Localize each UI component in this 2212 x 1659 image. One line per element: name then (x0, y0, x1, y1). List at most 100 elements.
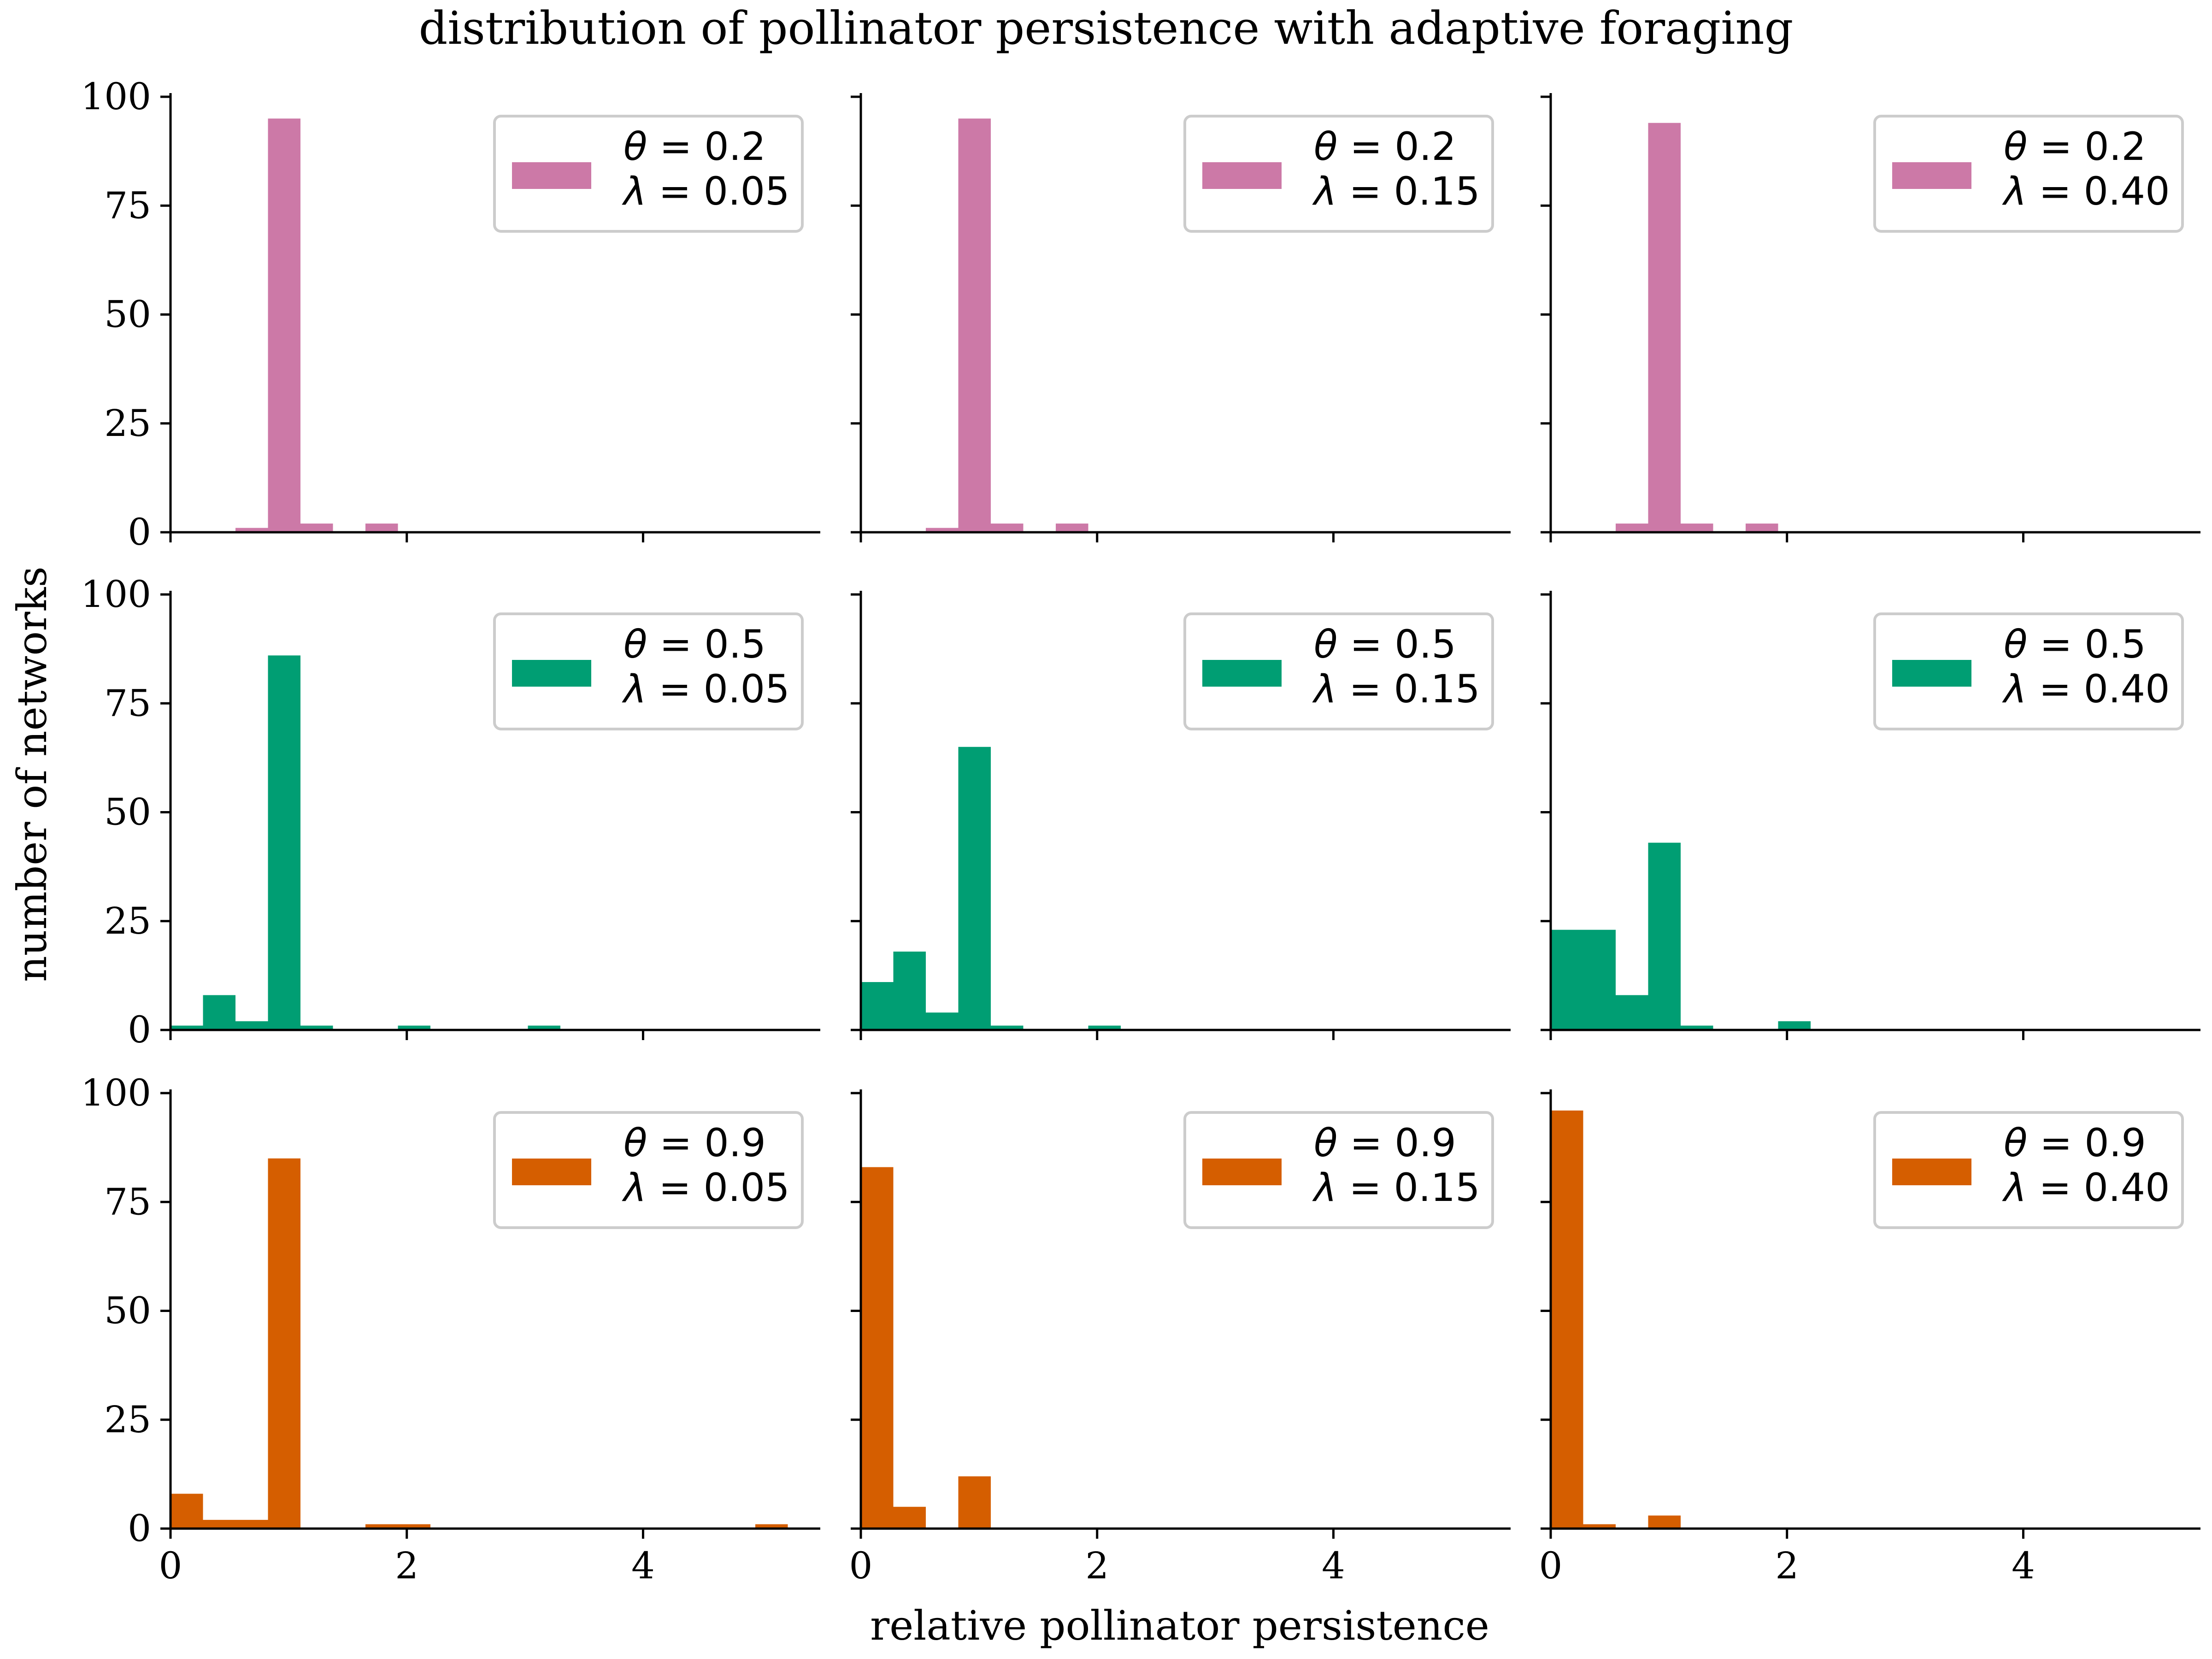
legend-theta-value: 0.9 (1394, 1120, 1456, 1165)
histogram-panel: 0 25 50 75 100 θ = 0.5λ = 0.05 (81, 573, 820, 1051)
histogram-bar (235, 1520, 268, 1529)
legend-lambda-value: 0.05 (704, 169, 790, 214)
y-tick-label: 100 (81, 75, 151, 118)
histogram-bar (1583, 1524, 1616, 1529)
legend-lambda-label: λ = 0.05 (622, 169, 790, 214)
legend-lambda-label: λ = 0.40 (2002, 169, 2170, 214)
legend-swatch (1892, 162, 1971, 189)
histogram-panel: 0 25 50 75 100 0 2 4 θ = 0.9λ = 0.05 (81, 1071, 820, 1587)
legend: θ = 0.2λ = 0.05 (493, 115, 804, 233)
histogram-bar (958, 747, 991, 1030)
x-tick-label: 4 (1322, 1544, 1345, 1587)
legend-lambda-label: λ = 0.40 (2002, 666, 2170, 712)
histogram-bar (1616, 995, 1648, 1030)
legend-lambda-value: 0.05 (704, 666, 790, 712)
legend-frame (1873, 115, 2184, 233)
histogram-bar (398, 1524, 430, 1529)
legend-lambda-value: 0.05 (704, 1165, 790, 1210)
legend-frame (1873, 1111, 2184, 1229)
legend-theta-value: 0.2 (2084, 124, 2146, 169)
legend-swatch (512, 660, 591, 687)
legend-swatch (1202, 1159, 1282, 1185)
histogram-bar (268, 655, 300, 1030)
histogram-bar (1056, 524, 1088, 532)
histogram-bar (235, 528, 268, 532)
histogram-bar (1648, 1515, 1681, 1529)
legend-theta-label: θ = 0.2 (2004, 124, 2146, 169)
legend-theta-label: θ = 0.5 (2004, 622, 2146, 667)
legend-frame (493, 612, 804, 730)
legend-theta-value: 0.2 (704, 124, 766, 169)
histogram-bar (893, 1506, 926, 1529)
histogram-bar (203, 1520, 235, 1529)
histogram-panel: 0 25 50 75 100 θ = 0.2λ = 0.05 (81, 75, 820, 553)
histogram-bar (365, 1524, 398, 1529)
legend: θ = 0.9λ = 0.40 (1873, 1111, 2184, 1229)
legend-swatch (512, 162, 591, 189)
legend-theta-label: θ = 0.9 (1314, 1120, 1456, 1165)
x-tick-label: 2 (395, 1544, 418, 1587)
histogram-bar (1681, 524, 1713, 532)
y-tick-label: 25 (104, 900, 151, 942)
y-tick-label: 0 (128, 1507, 151, 1550)
legend-lambda-value: 0.15 (1394, 666, 1480, 712)
legend-theta-label: θ = 0.2 (624, 124, 766, 169)
figure-title: distribution of pollinator persistence w… (419, 2, 1794, 55)
histogram-bar (958, 1476, 991, 1529)
histogram-bar (171, 1494, 203, 1529)
histogram-bar (1551, 930, 1583, 1030)
histogram-bar (958, 118, 991, 532)
histogram-bar (1648, 123, 1681, 532)
legend-theta-label: θ = 0.9 (624, 1120, 766, 1165)
y-tick-label: 0 (128, 1008, 151, 1051)
y-axis-label: number of networks (8, 566, 56, 982)
y-tick-label: 0 (128, 511, 151, 553)
y-tick-label: 25 (104, 1398, 151, 1441)
y-tick-label: 75 (104, 184, 151, 227)
legend-lambda-value: 0.40 (2084, 666, 2170, 712)
legend-theta-value: 0.9 (2084, 1120, 2146, 1165)
histogram-bar (1778, 1021, 1811, 1030)
legend: θ = 0.5λ = 0.15 (1183, 612, 1494, 730)
histogram-bar (926, 528, 959, 532)
legend-lambda-value: 0.15 (1394, 169, 1480, 214)
legend-theta-value: 0.5 (1394, 622, 1456, 667)
y-tick-label: 100 (81, 573, 151, 616)
legend-theta-label: θ = 0.2 (1314, 124, 1456, 169)
y-tick-label: 50 (104, 1289, 151, 1332)
legend-theta-label: θ = 0.5 (1314, 622, 1456, 667)
x-tick-label: 2 (1085, 1544, 1109, 1587)
histogram-bar (1648, 842, 1681, 1030)
histogram-bar (926, 1012, 959, 1030)
histogram-bar (235, 1021, 268, 1030)
y-tick-label: 50 (104, 293, 151, 336)
legend-frame (493, 1111, 804, 1229)
x-axis-label: relative pollinator persistence (870, 1602, 1489, 1649)
x-tick-label: 4 (631, 1544, 655, 1587)
histogram-panel: θ = 0.2λ = 0.40 (1541, 93, 2200, 542)
legend-theta-value: 0.5 (2084, 622, 2146, 667)
legend-lambda-label: λ = 0.15 (1312, 169, 1480, 214)
legend-theta-label: θ = 0.9 (2004, 1120, 2146, 1165)
legend-lambda-label: λ = 0.05 (622, 666, 790, 712)
legend-frame (493, 115, 804, 233)
legend-lambda-value: 0.40 (2084, 169, 2170, 214)
legend-frame (1183, 1111, 1494, 1229)
histogram-bar (300, 1025, 333, 1030)
legend: θ = 0.2λ = 0.40 (1873, 115, 2184, 233)
histogram-bar (1088, 1025, 1121, 1030)
legend-lambda-label: λ = 0.15 (1312, 666, 1480, 712)
histogram-bar (203, 995, 235, 1030)
x-tick-label: 0 (1539, 1544, 1563, 1587)
legend: θ = 0.5λ = 0.05 (493, 612, 804, 730)
x-tick-label: 0 (849, 1544, 873, 1587)
legend-swatch (1892, 1159, 1971, 1185)
legend-frame (1183, 612, 1494, 730)
legend-theta-label: θ = 0.5 (624, 622, 766, 667)
legend-swatch (1892, 660, 1971, 687)
y-tick-label: 75 (104, 1180, 151, 1223)
histogram-bar (991, 1025, 1024, 1030)
histogram-bar (1616, 524, 1648, 532)
